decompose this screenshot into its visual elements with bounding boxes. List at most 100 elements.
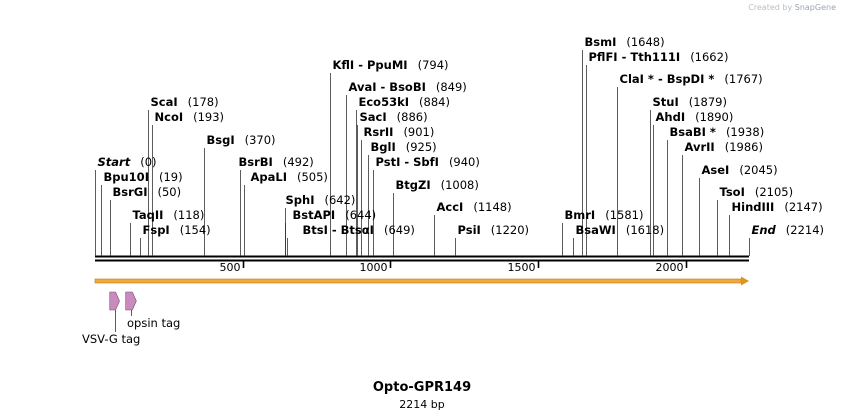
- site-label-acci[interactable]: AccI (1148): [437, 200, 512, 214]
- site-label-bpu10i[interactable]: Bpu10I (19): [104, 170, 183, 184]
- site-label-bsabi[interactable]: BsaBI * (1938): [670, 125, 765, 139]
- enzyme-name: SacI: [360, 110, 387, 124]
- site-label-start[interactable]: Start (0): [98, 155, 157, 169]
- snapgene-brand: SnapGene: [794, 3, 836, 12]
- construct-size: 2214 bp: [399, 398, 445, 411]
- site-position: (794): [418, 58, 449, 72]
- enzyme-name: KflI - PpuMI: [333, 58, 408, 72]
- enzyme-name: StuI: [653, 95, 679, 109]
- enzyme-name: PflFI - Tth111I: [589, 50, 681, 64]
- enzyme-name: TaqII: [133, 208, 164, 222]
- site-position: (118): [173, 208, 204, 222]
- site-label-eco53ki[interactable]: Eco53kI (884): [359, 95, 450, 109]
- site-position: (370): [245, 133, 276, 147]
- site-position: (886): [397, 110, 428, 124]
- site-label-clai-bspdi[interactable]: ClaI * - BspDI * (1767): [620, 72, 763, 86]
- scale-tick-label: 1000: [360, 261, 388, 274]
- credit-prefix: Created by: [748, 3, 793, 12]
- feature-vsv-g-tag[interactable]: [109, 291, 120, 311]
- enzyme-name: PstI - SbfI: [376, 155, 439, 169]
- site-label-btgzi[interactable]: BtgZI (1008): [396, 178, 479, 192]
- site-label-asei[interactable]: AseI (2045): [702, 163, 778, 177]
- site-position: (1648): [626, 35, 664, 49]
- site-position: (492): [283, 155, 314, 169]
- orf-arrow-shaft[interactable]: [94, 278, 742, 284]
- site-label-taqii[interactable]: TaqII (118): [133, 208, 205, 222]
- site-position: (849): [436, 80, 467, 94]
- site-label-fspi[interactable]: FspI (154): [143, 223, 211, 237]
- site-position: (2147): [784, 200, 822, 214]
- enzyme-name: BglI: [371, 140, 396, 154]
- site-position: (642): [324, 193, 355, 207]
- site-label-btsi-btsαi[interactable]: BtsI - BtsαI (649): [303, 223, 415, 237]
- site-label-bsrgi[interactable]: BsrGI (50): [113, 185, 182, 199]
- site-label-ncoi[interactable]: NcoI (193): [155, 110, 225, 124]
- site-position: (2105): [755, 185, 793, 199]
- site-position: (1618): [626, 223, 664, 237]
- site-label-apali[interactable]: ApaLI (505): [251, 170, 328, 184]
- site-position: (1767): [724, 72, 762, 86]
- orf-arrow-head[interactable]: [741, 276, 749, 286]
- site-position: (925): [406, 140, 437, 154]
- enzyme-name: AccI: [437, 200, 464, 214]
- enzyme-name: BsaBI *: [670, 125, 716, 139]
- site-position: (178): [188, 95, 219, 109]
- site-position: (154): [180, 223, 211, 237]
- site-label-bsawi[interactable]: BsaWI (1618): [576, 223, 665, 237]
- site-label-rsrii[interactable]: RsrII (901): [364, 125, 435, 139]
- snapgene-credit: Created by SnapGene: [748, 3, 836, 12]
- construct-title: Opto-GPR149: [372, 380, 472, 395]
- enzyme-name: BstAPI: [293, 208, 336, 222]
- site-label-stui[interactable]: StuI (1879): [653, 95, 728, 109]
- site-label-bmri[interactable]: BmrI (1581): [565, 208, 644, 222]
- enzyme-name: ClaI * - BspDI *: [620, 72, 715, 86]
- enzyme-name: End: [752, 223, 777, 237]
- site-label-bsgi[interactable]: BsgI (370): [207, 133, 276, 147]
- enzyme-name: BsrBI: [239, 155, 273, 169]
- enzyme-name: NcoI: [155, 110, 184, 124]
- site-position: (1148): [473, 200, 511, 214]
- enzyme-name: Bpu10I: [104, 170, 149, 184]
- site-position: (649): [384, 223, 415, 237]
- site-position: (1890): [695, 110, 733, 124]
- enzyme-name: FspI: [143, 223, 170, 237]
- site-label-pflfi-tth111i[interactable]: PflFI - Tth111I (1662): [589, 50, 729, 64]
- enzyme-name: AvrII: [685, 140, 715, 154]
- site-position: (2045): [739, 163, 777, 177]
- feature-opsin-tag[interactable]: [125, 291, 137, 311]
- site-label-avai-bsobi[interactable]: AvaI - BsoBI (849): [349, 80, 467, 94]
- enzyme-name: RsrII: [364, 125, 394, 139]
- site-label-sphi[interactable]: SphI (642): [286, 193, 356, 207]
- enzyme-name: TsoI: [720, 185, 745, 199]
- enzyme-name: AvaI - BsoBI: [349, 80, 426, 94]
- site-position: (50): [158, 185, 182, 199]
- site-position: (1581): [605, 208, 643, 222]
- site-label-bstapi[interactable]: BstAPI (644): [293, 208, 377, 222]
- site-label-bsmi[interactable]: BsmI (1648): [585, 35, 665, 49]
- enzyme-name: BsrGI: [113, 185, 148, 199]
- enzyme-name: Eco53kI: [359, 95, 410, 109]
- site-label-saci[interactable]: SacI (886): [360, 110, 428, 124]
- site-label-end[interactable]: End (2214): [752, 223, 825, 237]
- site-label-psii[interactable]: PsiI (1220): [458, 223, 530, 237]
- enzyme-name: PsiI: [458, 223, 481, 237]
- site-position: (2214): [786, 223, 824, 237]
- site-label-hindiii[interactable]: HindIII (2147): [732, 200, 823, 214]
- site-position: (1938): [726, 125, 764, 139]
- site-position: (901): [403, 125, 434, 139]
- site-label-avrii[interactable]: AvrII (1986): [685, 140, 763, 154]
- site-label-ahdi[interactable]: AhdI (1890): [656, 110, 734, 124]
- site-position: (0): [140, 155, 156, 169]
- scale-tick-label: 1500: [508, 261, 536, 274]
- enzyme-name: BsmI: [585, 35, 617, 49]
- site-label-bgli[interactable]: BglI (925): [371, 140, 437, 154]
- site-label-tsoi[interactable]: TsoI (2105): [720, 185, 794, 199]
- site-label-psti-sbfi[interactable]: PstI - SbfI (940): [376, 155, 480, 169]
- site-position: (1008): [441, 178, 479, 192]
- site-position: (1986): [725, 140, 763, 154]
- site-label-bsrbi[interactable]: BsrBI (492): [239, 155, 314, 169]
- site-label-kfli-ppumi[interactable]: KflI - PpuMI (794): [333, 58, 449, 72]
- enzyme-name: ApaLI: [251, 170, 288, 184]
- site-label-scai[interactable]: ScaI (178): [151, 95, 219, 109]
- enzyme-name: HindIII: [732, 200, 775, 214]
